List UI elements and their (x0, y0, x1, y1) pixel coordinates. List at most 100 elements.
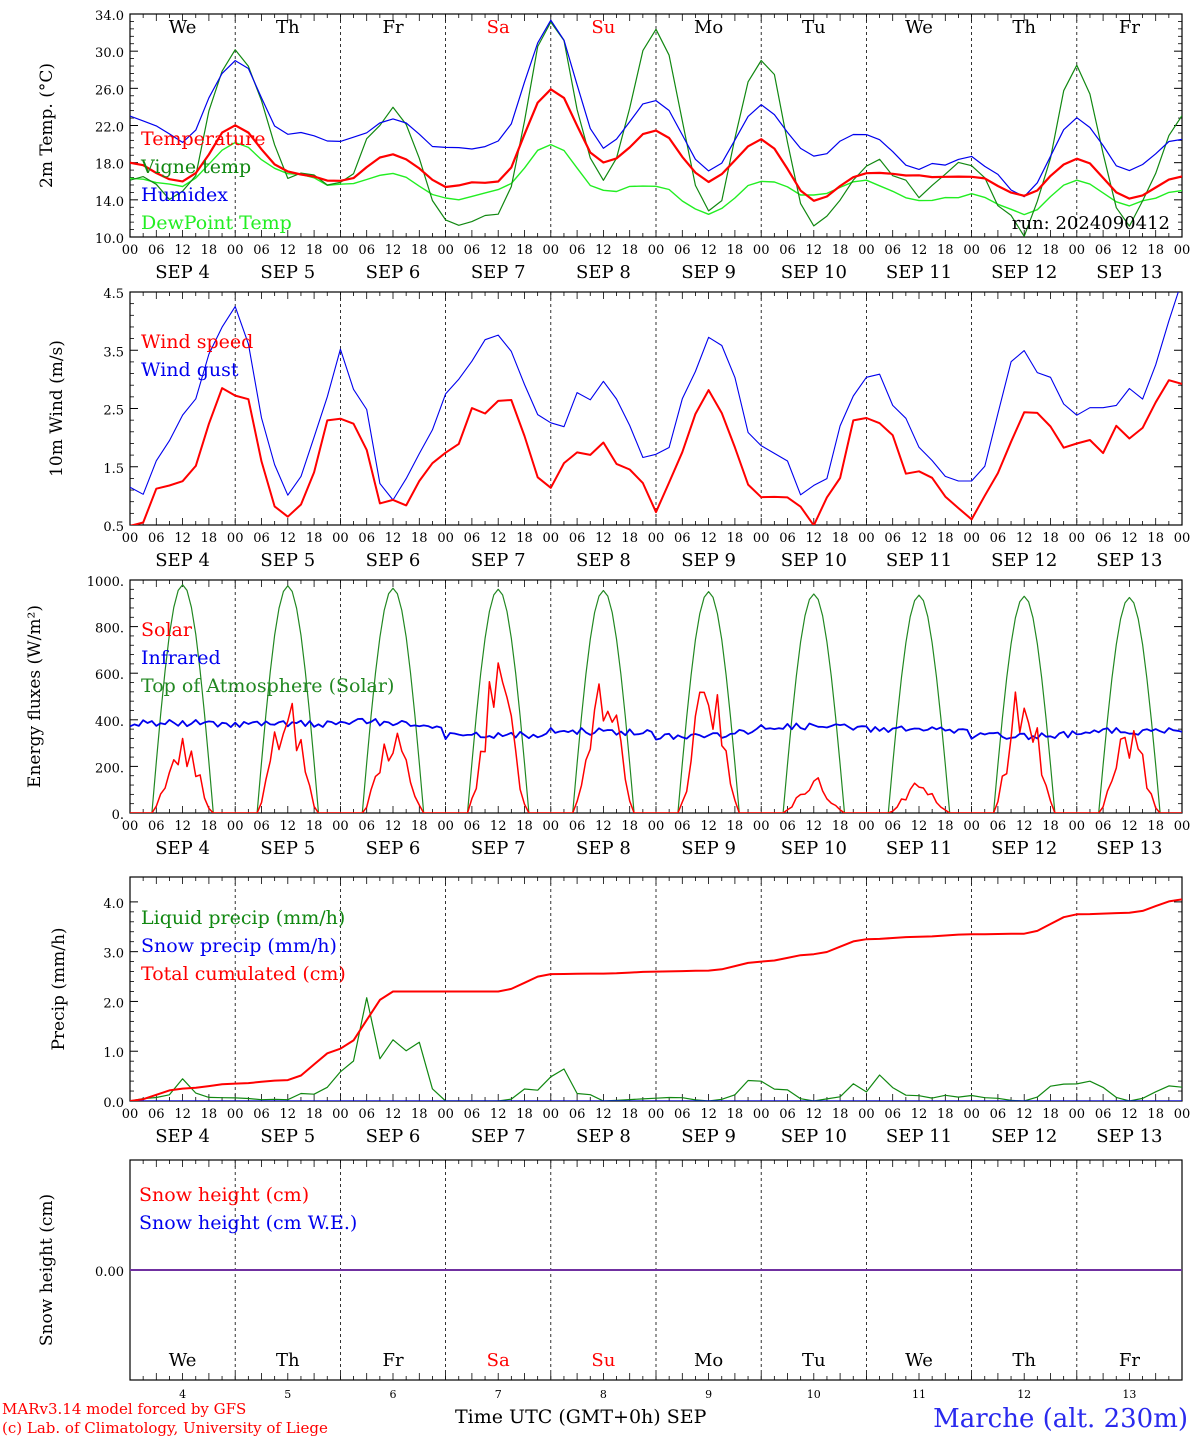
hour-label: 18 (306, 1107, 323, 1122)
hour-label: 06 (464, 1107, 481, 1122)
hour-label: 18 (411, 1107, 428, 1122)
hour-label: 18 (1147, 243, 1164, 258)
date-label: SEP 13 (1096, 1126, 1162, 1147)
hour-label: 18 (832, 531, 849, 546)
hour-label: 18 (516, 531, 533, 546)
y-tick-label: 1.5 (103, 462, 124, 477)
hour-label: 00 (543, 819, 560, 834)
hour-label: 00 (227, 1107, 244, 1122)
date-label: SEP 9 (681, 1126, 736, 1147)
hour-label: 06 (148, 243, 165, 258)
series-line-infrared (130, 717, 1182, 741)
hour-label: 18 (937, 243, 954, 258)
hour-label: 06 (1095, 819, 1112, 834)
legend-entry: Temperature (141, 128, 265, 150)
series-line-liquid (130, 997, 1182, 1101)
series-line-0 (130, 88, 1182, 202)
hour-label: 00 (1069, 819, 1086, 834)
legend-entry: Liquid precip (mm/h) (141, 907, 345, 929)
series-layer (130, 19, 1182, 237)
legend-entry: Top of Atmosphere (Solar) (141, 675, 394, 697)
hour-label: 12 (490, 531, 507, 546)
hour-label: 06 (1095, 243, 1112, 258)
day-number: 10 (807, 1388, 821, 1401)
hour-label: 06 (674, 531, 691, 546)
hour-label: 18 (201, 531, 218, 546)
day-name: Tu (802, 1350, 826, 1371)
date-label: SEP 4 (155, 838, 210, 859)
hour-label: 18 (411, 243, 428, 258)
y-tick-label: 1.0 (103, 1046, 124, 1061)
y-tick-label: 2.0 (103, 996, 124, 1011)
hour-label: 00 (122, 1107, 139, 1122)
date-label: SEP 8 (576, 1126, 631, 1147)
hour-label: 18 (1147, 1107, 1164, 1122)
hour-label: 06 (1095, 1107, 1112, 1122)
hour-label: 06 (884, 243, 901, 258)
run-annotation: run: 2024090412 (1012, 213, 1170, 234)
y-tick-label: 22.0 (95, 121, 124, 136)
hour-label: 00 (332, 531, 349, 546)
hour-label: 12 (1016, 1107, 1033, 1122)
date-label: SEP 7 (471, 1126, 526, 1147)
hour-label: 12 (174, 243, 191, 258)
series-line-1 (130, 21, 1182, 237)
hour-label: 12 (174, 1107, 191, 1122)
date-label: SEP 6 (366, 262, 421, 283)
hour-label: 06 (990, 531, 1007, 546)
hour-label: 12 (595, 819, 612, 834)
hour-label: 12 (174, 531, 191, 546)
y-tick-label: 400. (95, 715, 124, 730)
legend-entry: Vigne temp (140, 156, 251, 178)
hour-label: 00 (437, 531, 454, 546)
hour-label: 12 (806, 531, 823, 546)
hour-label: 12 (385, 531, 402, 546)
hour-label: 18 (306, 819, 323, 834)
hour-label: 06 (779, 819, 796, 834)
hour-label: 00 (1174, 1107, 1191, 1122)
hour-label: 12 (806, 819, 823, 834)
date-label: SEP 5 (260, 262, 315, 283)
hour-label: 00 (227, 819, 244, 834)
hour-label: 00 (437, 1107, 454, 1122)
hour-label: 00 (963, 819, 980, 834)
hour-label: 18 (201, 243, 218, 258)
hour-label: 06 (358, 243, 375, 258)
date-label: SEP 10 (781, 838, 847, 859)
hour-label: 06 (358, 531, 375, 546)
hour-label: 06 (569, 1107, 586, 1122)
hour-label: 18 (411, 819, 428, 834)
day-name: Fr (382, 17, 403, 38)
legend-entry: Total cumulated (cm) (141, 963, 346, 985)
hour-label: 12 (806, 1107, 823, 1122)
hour-label: 06 (569, 531, 586, 546)
hour-label: 18 (727, 819, 744, 834)
hour-label: 12 (700, 531, 717, 546)
date-label: SEP 9 (681, 550, 736, 571)
date-label: SEP 6 (366, 550, 421, 571)
hour-label: 06 (253, 531, 270, 546)
series-line-toa (130, 584, 1182, 813)
hour-label: 00 (858, 531, 875, 546)
legend-entry: Wind gust (141, 359, 239, 381)
hour-label: 06 (253, 819, 270, 834)
day-name: Th (1012, 1350, 1036, 1371)
hour-label: 18 (516, 1107, 533, 1122)
hour-label: 18 (201, 1107, 218, 1122)
y-tick-label: 18.0 (95, 158, 124, 173)
hour-label: 00 (543, 243, 560, 258)
hour-label: 00 (122, 819, 139, 834)
hour-label: 00 (858, 243, 875, 258)
legend-entry: Snow precip (mm/h) (141, 935, 337, 957)
hour-label: 06 (884, 819, 901, 834)
hour-label: 06 (358, 1107, 375, 1122)
hour-label: 06 (569, 243, 586, 258)
hour-label: 00 (1069, 1107, 1086, 1122)
hour-label: 06 (990, 243, 1007, 258)
day-name: Fr (382, 1350, 403, 1371)
series-line-solar (130, 662, 1182, 813)
date-label: SEP 11 (886, 1126, 952, 1147)
hour-label: 00 (332, 1107, 349, 1122)
hour-label: 06 (464, 819, 481, 834)
precip-panel: 0.0 1.0 2.0 3.0 4.0 Precip (mm/h) 00 06 12 18 SEP … (49, 876, 1191, 1147)
